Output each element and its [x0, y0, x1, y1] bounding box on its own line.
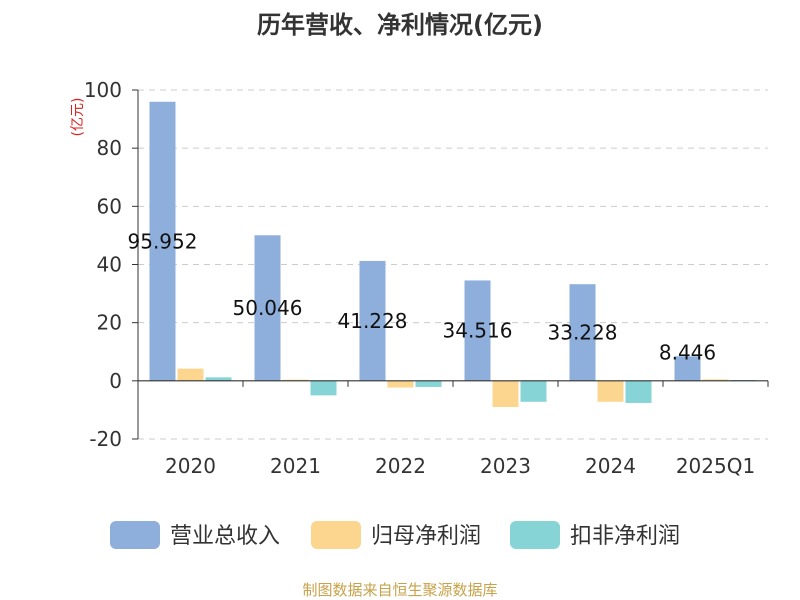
y-tick-label: 0 [109, 369, 122, 393]
x-tick-label: 2024 [585, 454, 636, 478]
y-tick-label: 60 [97, 194, 122, 218]
bar [205, 377, 232, 381]
gridlines [138, 89, 768, 440]
bar [674, 356, 701, 381]
bar [177, 368, 204, 381]
x-tick-label: 2023 [480, 454, 531, 478]
y-tick-label: 100 [84, 78, 122, 102]
legend-label: 营业总收入 [170, 524, 280, 549]
y-axis-ticks: -20 0 20 40 60 80 100 [84, 78, 138, 451]
bar [387, 380, 414, 388]
legend-swatch [311, 521, 361, 549]
bar [569, 284, 596, 381]
x-tick-label: 2025Q1 [676, 454, 755, 478]
source-note: 制图数据来自恒生聚源数据库 [302, 581, 497, 599]
legend-swatch [510, 521, 560, 549]
legend-label: 归母净利润 [371, 524, 481, 549]
y-tick-label: -20 [89, 427, 122, 451]
axes [137, 90, 769, 439]
legend: 营业总收入 归母净利润 扣非净利润 [110, 521, 680, 549]
y-axis-label: (亿元) [70, 98, 86, 137]
bar [149, 101, 176, 381]
y-tick-label: 40 [97, 253, 122, 277]
bar [492, 380, 519, 408]
bar [520, 380, 547, 402]
bar [254, 235, 281, 381]
bar [464, 280, 491, 381]
bars [149, 101, 757, 408]
y-tick-label: 80 [97, 136, 122, 160]
x-axis-ticks: 2020 2021 2022 2023 2024 2025Q1 [165, 454, 755, 478]
data-label: 33.228 [548, 321, 618, 345]
data-labels: 95.952 50.046 41.228 34.516 33.228 8.446 [128, 229, 717, 364]
data-label: 41.228 [338, 309, 408, 333]
x-tick-label: 2021 [270, 454, 321, 478]
bar [310, 380, 337, 396]
y-tick-label: 20 [97, 311, 122, 335]
bar [702, 379, 729, 381]
bar [415, 380, 442, 387]
bar [597, 380, 624, 402]
bar [625, 380, 652, 403]
x-tick-label: 2020 [165, 454, 216, 478]
legend-label: 扣非净利润 [570, 524, 680, 549]
x-tick-label: 2022 [375, 454, 426, 478]
data-label: 8.446 [659, 340, 716, 364]
data-label: 50.046 [233, 296, 303, 320]
chart-title: 历年营收、净利情况(亿元) [257, 11, 543, 39]
data-label: 34.516 [443, 319, 513, 343]
data-label: 95.952 [128, 229, 198, 253]
legend-swatch [110, 521, 160, 549]
bar [359, 260, 386, 381]
